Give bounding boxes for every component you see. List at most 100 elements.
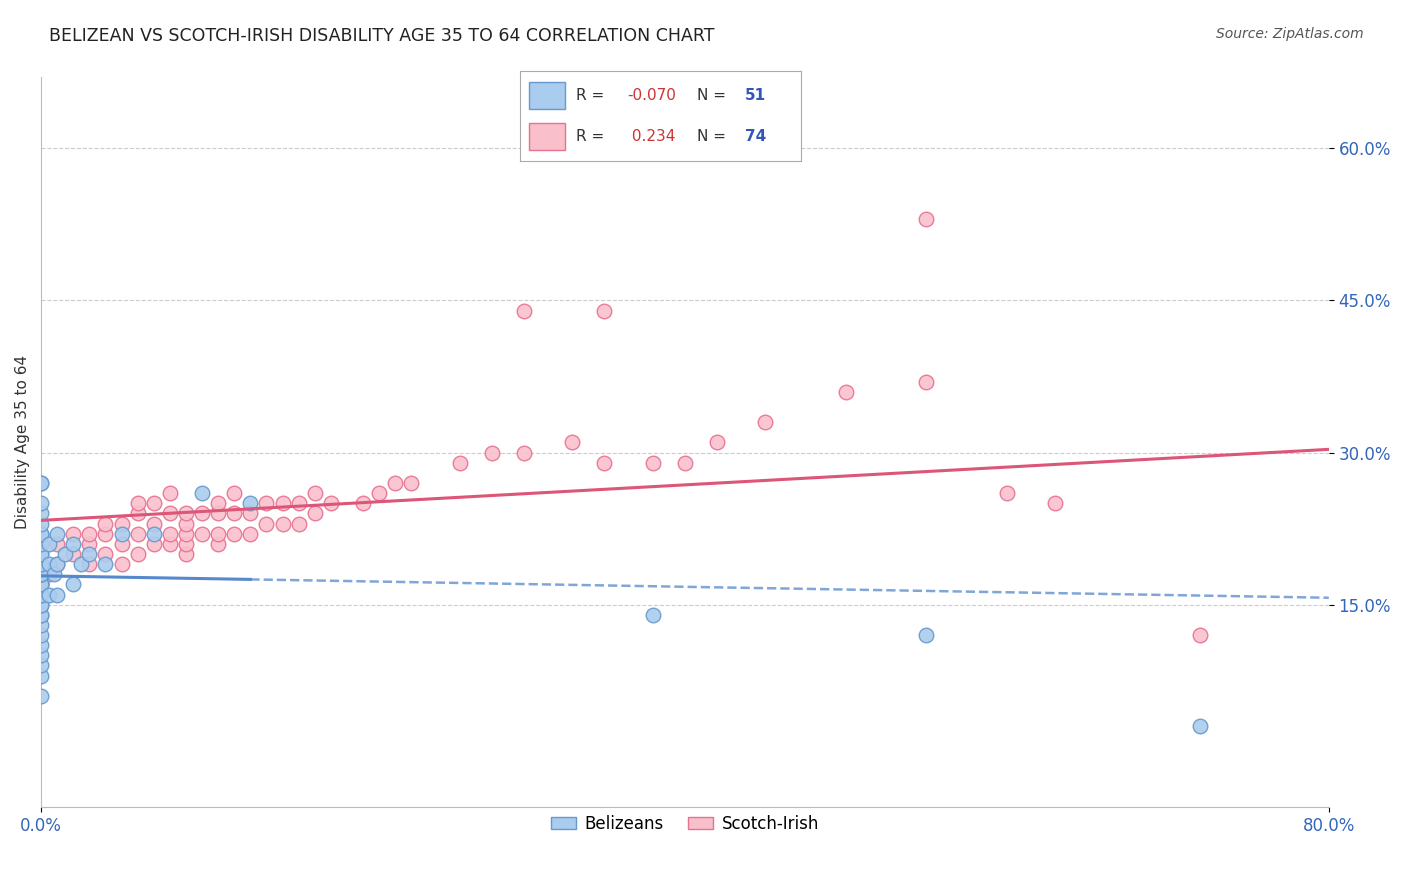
Point [30, 507, 52, 521]
Point [38, 557, 60, 571]
Point [159, 507, 181, 521]
Point [30, 577, 52, 591]
Point [224, 486, 246, 500]
Point [513, 303, 536, 318]
Y-axis label: Disability Age 35 to 64: Disability Age 35 to 64 [15, 355, 30, 530]
Point [30, 567, 52, 582]
Point [62, 547, 84, 561]
Point [191, 526, 214, 541]
Point [239, 526, 262, 541]
Point [30, 526, 52, 541]
Point [94, 516, 117, 531]
Point [673, 456, 696, 470]
Point [30, 668, 52, 682]
Point [38, 587, 60, 601]
Point [94, 557, 117, 571]
Point [384, 475, 406, 490]
Point [30, 618, 52, 632]
Point [30, 577, 52, 591]
Point [191, 486, 214, 500]
Point [79, 526, 101, 541]
Point [110, 557, 132, 571]
Point [174, 516, 197, 531]
Point [62, 526, 84, 541]
Point [38, 537, 60, 551]
Point [224, 507, 246, 521]
Point [79, 557, 101, 571]
Point [127, 526, 149, 541]
Point [593, 303, 616, 318]
Text: R =: R = [576, 129, 610, 144]
Point [319, 496, 342, 510]
Point [706, 435, 728, 450]
Point [79, 537, 101, 551]
Point [127, 547, 149, 561]
Point [53, 547, 76, 561]
Point [174, 537, 197, 551]
Point [30, 475, 52, 490]
Point [30, 598, 52, 612]
Point [256, 516, 278, 531]
Point [915, 375, 938, 389]
Point [110, 526, 132, 541]
Point [159, 537, 181, 551]
Point [30, 587, 52, 601]
Point [70, 557, 93, 571]
Text: R =: R = [576, 88, 610, 103]
Point [174, 507, 197, 521]
Point [30, 557, 52, 571]
Point [449, 456, 471, 470]
Point [30, 567, 52, 582]
Point [641, 456, 664, 470]
Point [207, 537, 229, 551]
Point [30, 547, 52, 561]
Point [835, 384, 858, 399]
Text: N =: N = [697, 88, 731, 103]
Point [561, 435, 583, 450]
Point [30, 607, 52, 622]
Point [915, 628, 938, 642]
Text: 51: 51 [745, 88, 766, 103]
Point [513, 445, 536, 459]
Point [159, 526, 181, 541]
Point [207, 507, 229, 521]
Point [94, 547, 117, 561]
Point [207, 526, 229, 541]
Point [1188, 719, 1211, 733]
Point [30, 598, 52, 612]
Point [239, 507, 262, 521]
Point [62, 537, 84, 551]
Point [30, 496, 52, 510]
Point [30, 689, 52, 703]
Point [110, 537, 132, 551]
Point [1043, 496, 1066, 510]
Point [142, 537, 165, 551]
Point [142, 526, 165, 541]
Point [62, 577, 84, 591]
Point [256, 496, 278, 510]
Point [30, 547, 52, 561]
Text: 0.234: 0.234 [627, 129, 675, 144]
Point [38, 567, 60, 582]
Point [352, 496, 374, 510]
Point [30, 537, 52, 551]
Point [368, 486, 391, 500]
Point [30, 607, 52, 622]
Point [46, 537, 69, 551]
Legend: Belizeans, Scotch-Irish: Belizeans, Scotch-Irish [544, 808, 825, 839]
Point [30, 475, 52, 490]
Text: BELIZEAN VS SCOTCH-IRISH DISABILITY AGE 35 TO 64 CORRELATION CHART: BELIZEAN VS SCOTCH-IRISH DISABILITY AGE … [49, 27, 714, 45]
Point [46, 587, 69, 601]
Point [94, 526, 117, 541]
Point [224, 526, 246, 541]
Point [110, 516, 132, 531]
Point [593, 456, 616, 470]
FancyBboxPatch shape [529, 82, 565, 109]
Point [30, 557, 52, 571]
Point [46, 557, 69, 571]
Point [30, 648, 52, 663]
Point [30, 557, 52, 571]
Point [481, 445, 503, 459]
Point [641, 607, 664, 622]
Point [142, 516, 165, 531]
